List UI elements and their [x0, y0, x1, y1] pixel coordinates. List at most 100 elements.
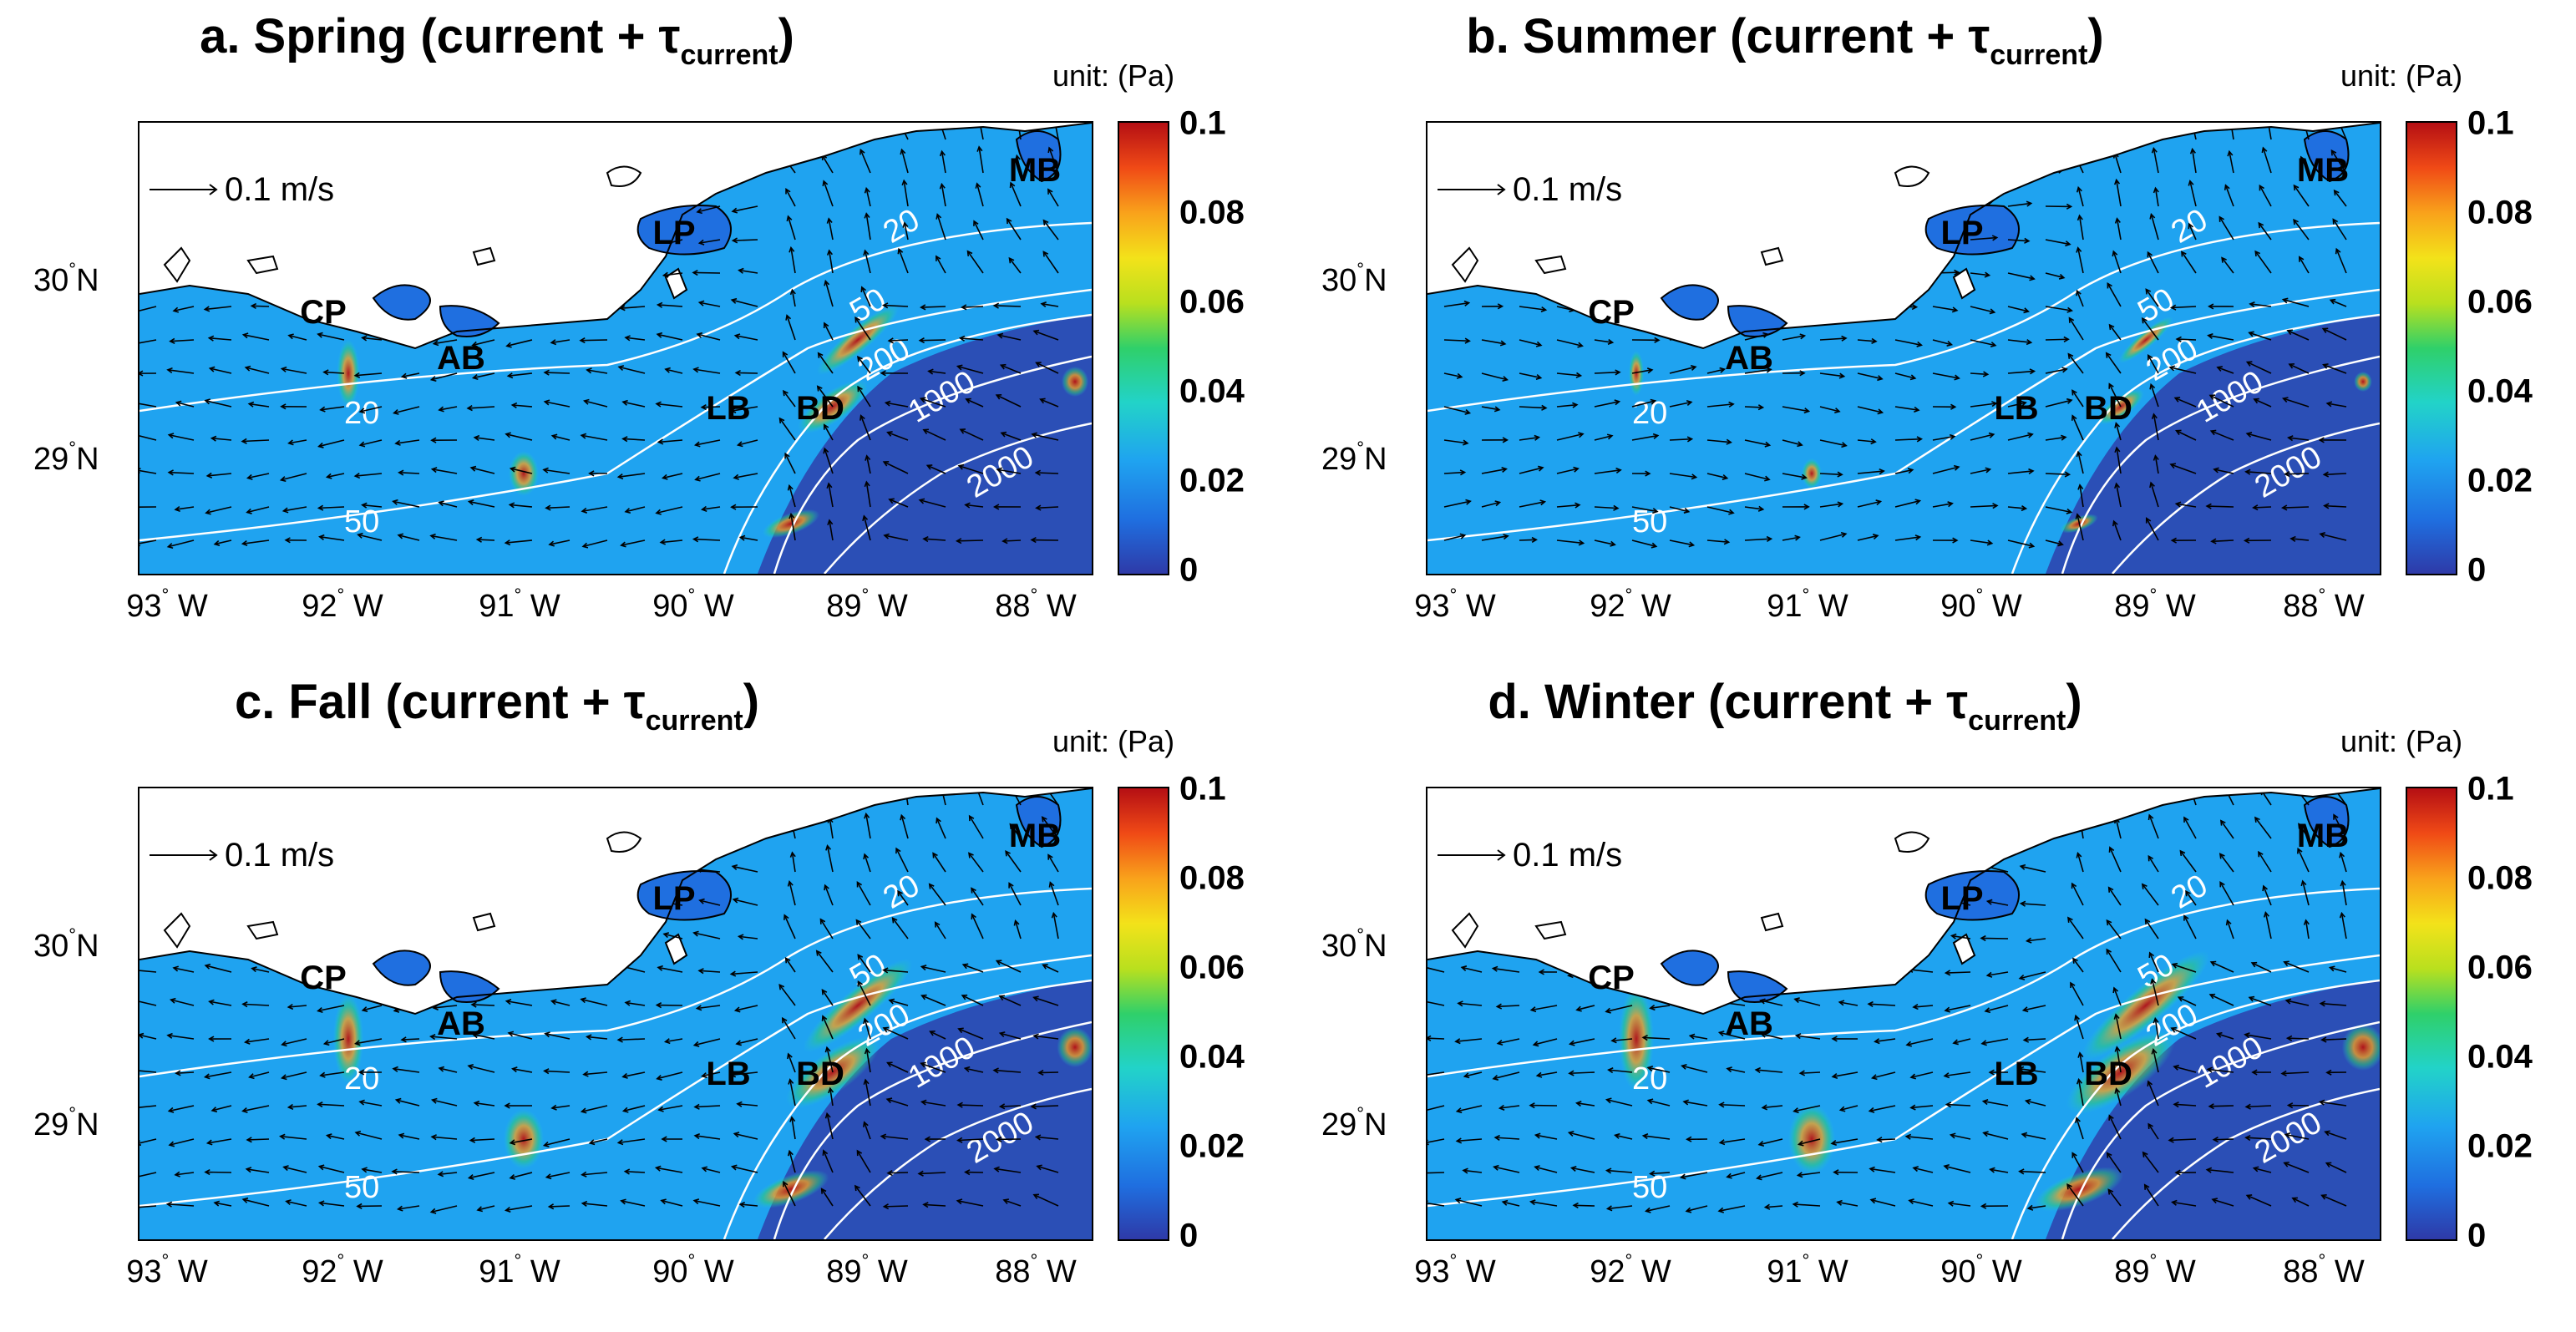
current-vector [585, 272, 608, 280]
current-vector [702, 1071, 721, 1077]
current-vector [393, 1067, 420, 1073]
current-vector [395, 439, 420, 444]
current-vector [549, 838, 570, 842]
current-vector [619, 871, 646, 877]
current-vector [360, 406, 383, 413]
current-vector [957, 365, 984, 374]
current-vector [733, 473, 758, 479]
current-vector [1008, 883, 1022, 906]
current-vector [1669, 239, 1686, 245]
current-vector [1481, 267, 1509, 274]
current-vector [829, 818, 834, 839]
current-vector [2024, 1038, 2046, 1041]
current-vector [1594, 506, 1618, 509]
current-vector [246, 367, 270, 374]
current-vector [581, 1172, 608, 1176]
current-vector [551, 339, 570, 344]
current-vector [973, 220, 984, 241]
current-vector [544, 1070, 570, 1073]
current-vector [1038, 1071, 1059, 1074]
current-vector [474, 1102, 495, 1107]
current-vector [1894, 406, 1919, 411]
current-vector [1907, 869, 1934, 873]
colorbar-unit-label: unit: (Pa) [2340, 58, 2463, 93]
current-vector [281, 1038, 307, 1046]
current-vector [323, 371, 345, 374]
current-vector [508, 372, 533, 377]
current-vector [205, 965, 232, 973]
current-vector [581, 339, 608, 342]
current-vector [288, 439, 307, 444]
current-vector [1594, 539, 1615, 546]
current-vector [431, 1205, 458, 1213]
current-vector [2173, 1066, 2197, 1073]
current-vector [546, 272, 570, 279]
current-vector [439, 406, 458, 411]
current-vector [702, 406, 721, 408]
current-vector [865, 188, 871, 207]
current-vector [215, 539, 232, 545]
current-vector [245, 239, 270, 247]
current-vector [1005, 850, 1022, 873]
current-vector [1951, 934, 1971, 939]
current-vector [586, 966, 608, 973]
current-vector [1793, 1105, 1821, 1112]
current-vector [2320, 533, 2347, 541]
current-vector [139, 401, 157, 408]
current-vector [865, 213, 871, 241]
island-outline [1451, 246, 1479, 283]
current-vector [2007, 539, 2034, 548]
current-vector [881, 1135, 909, 1140]
current-vector [477, 834, 495, 839]
isobath-label: 50 [344, 1170, 379, 1205]
current-vector [789, 1079, 796, 1107]
current-vector [2245, 1137, 2272, 1140]
current-vector [2321, 1038, 2347, 1041]
current-vector [1970, 167, 1992, 174]
isobath-line [1427, 288, 2380, 542]
current-vector [821, 154, 834, 174]
current-vector [512, 404, 533, 408]
colorbar [2406, 787, 2457, 1241]
current-vector [2077, 514, 2084, 541]
current-vector [1443, 439, 1468, 444]
current-vector [1645, 971, 1671, 979]
current-vector [317, 333, 345, 341]
current-vector [436, 234, 458, 241]
current-vector [2183, 915, 2197, 939]
stress-hotspot [816, 305, 900, 375]
current-vector [1594, 371, 1620, 374]
lat-tick-label: 30°N [1321, 924, 1387, 964]
isobath-line [2061, 355, 2380, 574]
current-vector [590, 1138, 608, 1144]
colorbar-tick-label: 0.06 [2467, 949, 2533, 986]
current-vector [857, 981, 871, 1006]
current-vector [434, 202, 458, 207]
current-vector [966, 251, 984, 274]
colorbar-tick-label: 0.02 [2467, 1127, 2533, 1165]
current-vector [1481, 339, 1505, 345]
lat-tick-label: 29°N [33, 438, 99, 477]
current-vector [249, 1071, 270, 1078]
current-vector [1857, 266, 1880, 274]
island-outline [1894, 165, 1930, 187]
current-vector [883, 1027, 909, 1040]
isobath-line [2011, 313, 2380, 574]
colorbar-tick-label: 0.08 [2467, 859, 2533, 897]
current-vector [2116, 218, 2122, 241]
current-vector [581, 434, 608, 441]
current-vector [2007, 239, 2029, 242]
current-vector [1443, 406, 1470, 414]
current-vector [1706, 439, 1732, 443]
current-vector [1669, 272, 1696, 280]
current-vector [978, 146, 984, 174]
current-vector [1744, 538, 1772, 541]
current-vector [545, 372, 570, 374]
current-vector [817, 386, 834, 408]
current-vector [242, 1105, 270, 1112]
current-vector [209, 337, 232, 341]
current-vector [1443, 301, 1469, 307]
bay-water [1015, 130, 1062, 183]
current-vector [731, 971, 758, 975]
current-vector [318, 898, 345, 906]
